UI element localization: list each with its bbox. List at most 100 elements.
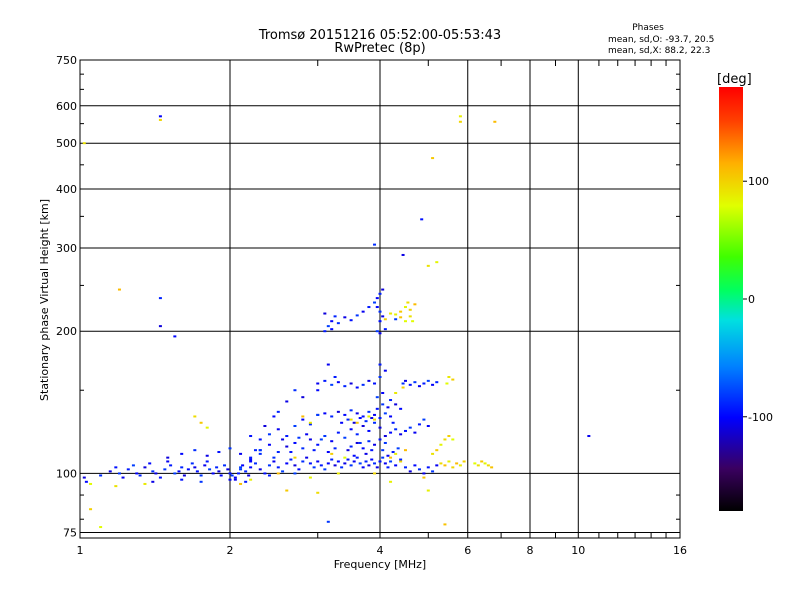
data-point bbox=[186, 468, 190, 471]
data-point bbox=[367, 464, 371, 467]
data-point bbox=[190, 462, 194, 465]
data-point bbox=[233, 478, 237, 481]
data-point bbox=[308, 476, 312, 479]
data-point bbox=[219, 474, 223, 477]
data-point bbox=[378, 375, 382, 378]
data-point bbox=[403, 449, 407, 452]
data-point bbox=[336, 410, 340, 413]
data-point bbox=[285, 489, 289, 492]
data-point bbox=[394, 452, 398, 455]
data-point bbox=[316, 491, 320, 494]
data-point bbox=[289, 458, 293, 461]
data-point bbox=[389, 415, 393, 418]
data-point bbox=[228, 478, 232, 481]
data-point bbox=[239, 482, 243, 485]
data-point bbox=[177, 470, 181, 473]
data-point bbox=[426, 425, 430, 428]
data-point bbox=[143, 466, 147, 469]
data-point bbox=[373, 472, 377, 475]
data-point bbox=[226, 468, 230, 471]
data-point bbox=[267, 464, 271, 467]
data-point bbox=[163, 468, 167, 471]
data-point bbox=[373, 382, 377, 385]
data-point bbox=[333, 464, 337, 467]
data-point bbox=[358, 462, 362, 465]
data-point bbox=[378, 332, 382, 335]
data-point bbox=[217, 470, 221, 473]
data-point bbox=[370, 417, 374, 420]
data-point bbox=[305, 456, 309, 459]
x-tick-labels: 1 2 4 6 8 10 16 bbox=[77, 544, 688, 557]
data-point bbox=[253, 462, 257, 465]
data-point bbox=[349, 319, 353, 322]
y-tick-label: 500 bbox=[56, 137, 77, 150]
data-point bbox=[285, 445, 289, 448]
data-point bbox=[316, 413, 320, 416]
data-point bbox=[364, 460, 368, 463]
data-point bbox=[158, 118, 162, 121]
data-point bbox=[417, 423, 421, 426]
data-point bbox=[195, 470, 199, 473]
data-point bbox=[413, 303, 417, 306]
data-point bbox=[199, 474, 203, 477]
data-point bbox=[394, 391, 398, 394]
data-point bbox=[82, 142, 86, 145]
data-point bbox=[352, 421, 356, 424]
data-point bbox=[138, 474, 142, 477]
data-point bbox=[239, 452, 243, 455]
data-point bbox=[375, 297, 379, 300]
data-point bbox=[308, 421, 312, 424]
data-point bbox=[272, 460, 276, 463]
data-point bbox=[293, 441, 297, 444]
data-point bbox=[316, 460, 320, 463]
data-point bbox=[361, 447, 365, 450]
data-point bbox=[381, 449, 385, 452]
data-point bbox=[383, 318, 387, 321]
x-tick-label: 2 bbox=[227, 544, 234, 557]
data-point bbox=[293, 425, 297, 428]
data-point bbox=[411, 320, 415, 323]
data-point bbox=[378, 363, 382, 366]
data-point bbox=[403, 320, 407, 323]
colorbar-ticks: 100 0 -100 bbox=[743, 175, 773, 424]
data-point bbox=[301, 447, 305, 450]
colorbar-tick-label: 0 bbox=[748, 293, 755, 306]
data-point bbox=[330, 328, 334, 331]
data-point bbox=[203, 464, 207, 467]
data-point bbox=[383, 328, 387, 331]
data-point bbox=[451, 438, 455, 441]
data-point bbox=[108, 470, 112, 473]
data-point bbox=[276, 472, 280, 475]
data-point bbox=[399, 433, 403, 436]
data-point bbox=[462, 460, 466, 463]
data-point bbox=[375, 396, 379, 399]
data-point bbox=[396, 447, 400, 450]
data-point bbox=[247, 474, 251, 477]
stats-line-x: mean, sd,X: 88.2, 22.3 bbox=[608, 46, 710, 56]
data-point bbox=[431, 470, 435, 473]
data-point bbox=[420, 218, 424, 221]
y-tick-label: 750 bbox=[56, 54, 77, 67]
data-point bbox=[166, 456, 170, 459]
data-point bbox=[381, 315, 385, 318]
data-point bbox=[323, 468, 327, 471]
chart-title: Tromsø 20151216 05:52:00-05:53:43 bbox=[258, 28, 501, 43]
data-point bbox=[394, 313, 398, 316]
data-point bbox=[373, 413, 377, 416]
data-point bbox=[330, 458, 334, 461]
data-point bbox=[373, 443, 377, 446]
data-point bbox=[447, 460, 451, 463]
data-point bbox=[417, 385, 421, 388]
data-point bbox=[435, 449, 439, 452]
data-point bbox=[228, 447, 232, 450]
data-point bbox=[333, 375, 337, 378]
data-point bbox=[378, 426, 382, 429]
data-point bbox=[349, 418, 353, 421]
data-point bbox=[326, 325, 330, 328]
data-point bbox=[239, 468, 243, 471]
data-point bbox=[373, 462, 377, 465]
data-point bbox=[386, 466, 390, 469]
data-point bbox=[355, 456, 359, 459]
y-tick-label: 600 bbox=[56, 100, 77, 113]
